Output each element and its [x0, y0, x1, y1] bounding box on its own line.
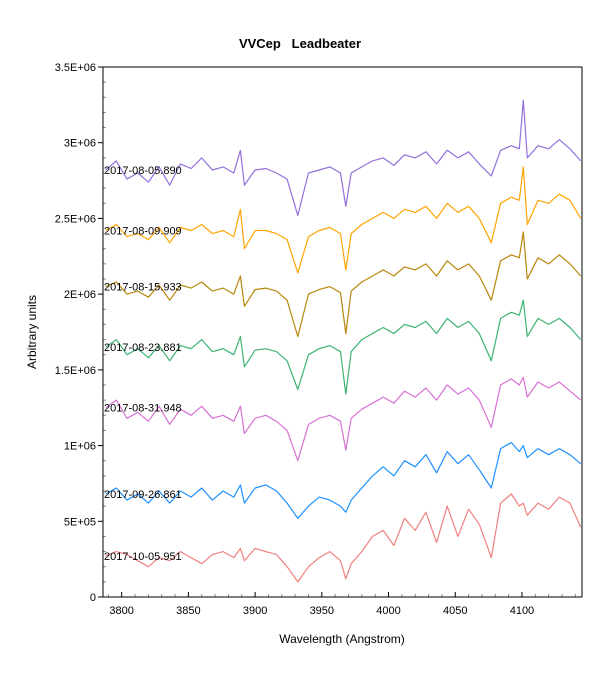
- series-line-2017-08-09.909: [105, 166, 582, 274]
- series-line-2017-08-23.881: [105, 299, 582, 395]
- series-line-2017-10-05.951: [105, 493, 582, 583]
- y-axis-label: Arbitrary units: [25, 295, 39, 369]
- y-tick-label: 0: [90, 592, 96, 604]
- series-labels: 2017-08-05.890 2017-08-09.909 2017-08-15.9…: [104, 165, 182, 563]
- y-tick-label: 2.5E+06: [55, 213, 96, 225]
- series-label: 2017-08-23.881: [104, 342, 182, 354]
- x-tick-label: 4000: [376, 605, 400, 617]
- series-label: 2017-10-05.951: [104, 551, 182, 563]
- series-label: 2017-08-15.933: [104, 282, 182, 294]
- x-axis-label: Wavelength (Angstrom): [279, 632, 405, 646]
- y-tick-label: 5E+05: [64, 516, 96, 528]
- x-tick-label: 4050: [443, 605, 467, 617]
- x-tick-label: 4100: [510, 605, 534, 617]
- x-tick-label: 3950: [310, 605, 334, 617]
- series-label: 2017-08-31.948: [104, 403, 182, 415]
- plot-frame: [102, 66, 583, 598]
- series-line-2017-08-05.890: [105, 99, 582, 216]
- series-label: 2017-08-09.909: [104, 226, 182, 238]
- series-label: 2017-08-05.890: [104, 165, 182, 177]
- y-tick-label: 2E+06: [64, 289, 96, 301]
- y-tick-label: 1.5E+06: [55, 365, 96, 377]
- y-tick-label: 3.5E+06: [55, 62, 96, 74]
- series-line-2017-08-15.933: [105, 231, 582, 338]
- x-tick-label: 3850: [176, 605, 200, 617]
- x-tick-label: 3800: [109, 605, 133, 617]
- chart-title: VVCep Leadbeater: [239, 36, 361, 51]
- series-line-2017-09-26.861: [105, 441, 582, 519]
- y-tick-label: 3E+06: [64, 138, 96, 150]
- y-tick-label: 1E+06: [64, 441, 96, 453]
- axes: 0 5E+05 1E+06 1.5E+06 2E+06 2.5E+06 3E+06 3.5E+…: [55, 62, 576, 617]
- x-tick-label: 3900: [243, 605, 267, 617]
- series-line-2017-08-31.948: [105, 376, 582, 462]
- series-layer: [105, 99, 582, 583]
- series-label: 2017-09-26.861: [104, 489, 182, 501]
